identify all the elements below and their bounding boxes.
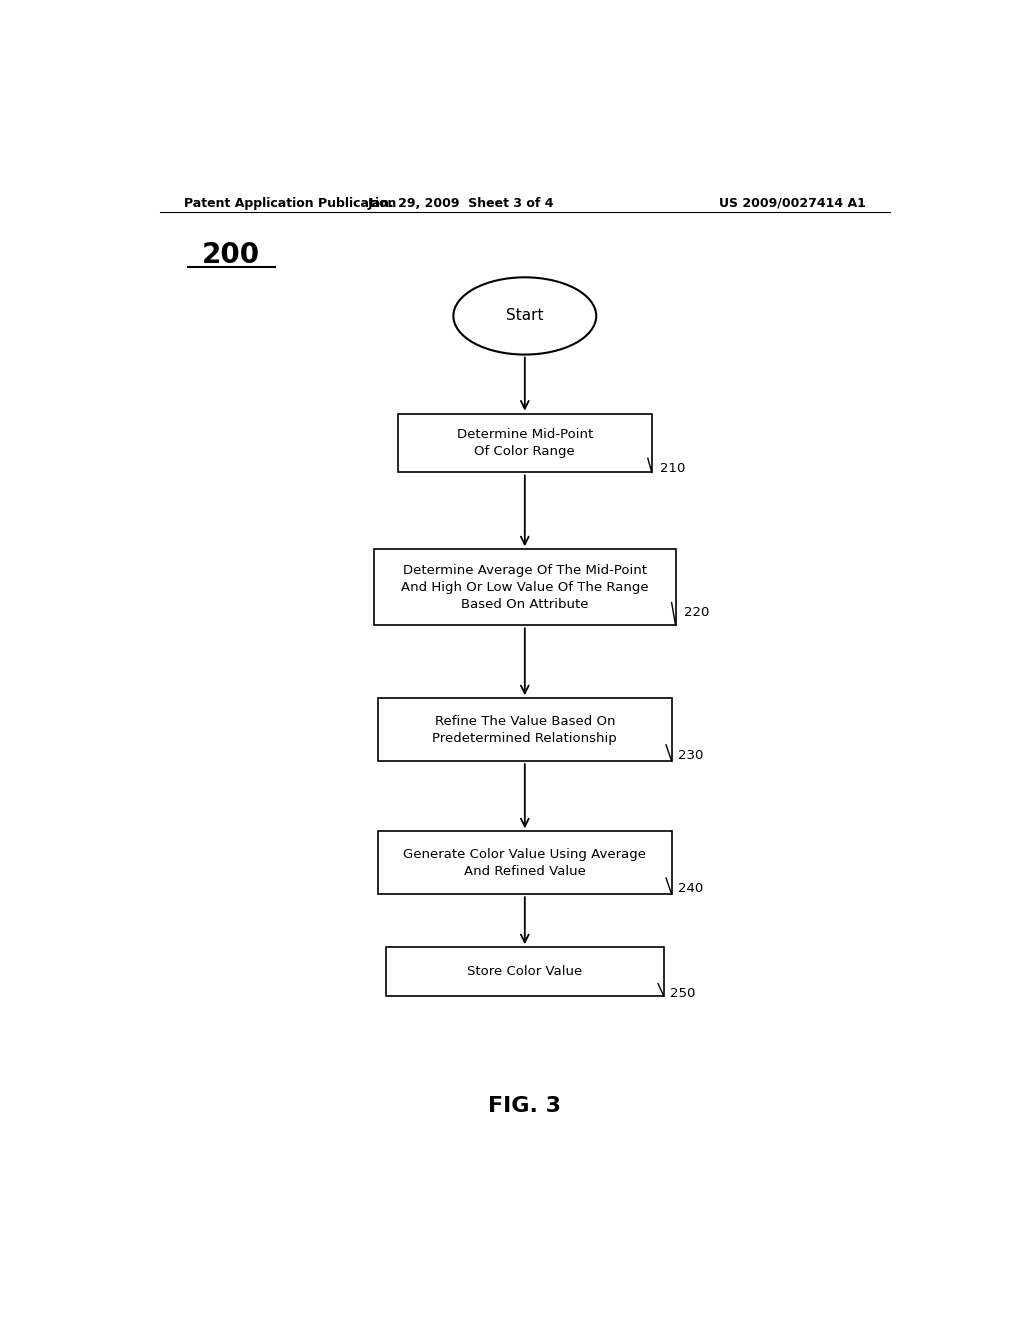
- Text: Determine Average Of The Mid-Point
And High Or Low Value Of The Range
Based On A: Determine Average Of The Mid-Point And H…: [401, 564, 648, 611]
- Text: Jan. 29, 2009  Sheet 3 of 4: Jan. 29, 2009 Sheet 3 of 4: [368, 197, 555, 210]
- Text: Patent Application Publication: Patent Application Publication: [183, 197, 396, 210]
- Text: 230: 230: [678, 748, 703, 762]
- Text: Generate Color Value Using Average
And Refined Value: Generate Color Value Using Average And R…: [403, 847, 646, 878]
- Text: Refine The Value Based On
Predetermined Relationship: Refine The Value Based On Predetermined …: [432, 714, 617, 744]
- Text: FIG. 3: FIG. 3: [488, 1096, 561, 1115]
- Text: 250: 250: [670, 987, 695, 1001]
- Text: 220: 220: [684, 606, 709, 619]
- Text: Determine Mid-Point
Of Color Range: Determine Mid-Point Of Color Range: [457, 428, 593, 458]
- Text: 210: 210: [659, 462, 685, 475]
- Text: US 2009/0027414 A1: US 2009/0027414 A1: [719, 197, 866, 210]
- Text: Store Color Value: Store Color Value: [467, 965, 583, 978]
- Text: 200: 200: [202, 242, 260, 269]
- Text: 240: 240: [678, 882, 703, 895]
- Text: Start: Start: [506, 309, 544, 323]
